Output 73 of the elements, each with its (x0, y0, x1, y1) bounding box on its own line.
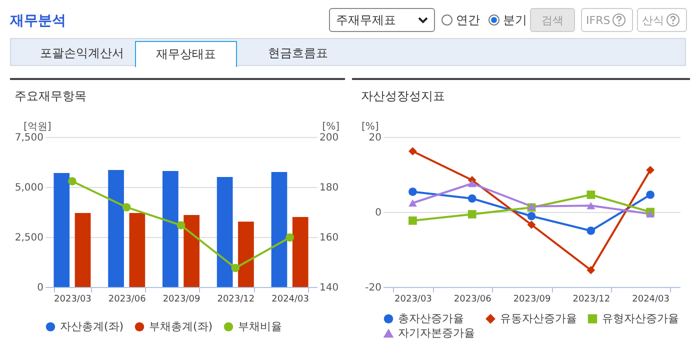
text: 산식 (642, 12, 664, 28)
point (286, 233, 294, 242)
point (468, 180, 476, 188)
y2-tick-label: 200 (320, 132, 339, 144)
legend-label: 자산총계(좌) (60, 320, 124, 333)
text: 재무분석 (10, 12, 66, 30)
point (176, 221, 186, 230)
y-tick-label: 7,500 (14, 132, 44, 144)
bar (162, 171, 178, 287)
y2-tick-label: 140 (320, 282, 339, 294)
bar (292, 217, 308, 287)
point (527, 212, 536, 220)
y-tick-label: 2,500 (14, 232, 44, 244)
y-tick-label: 0 (37, 282, 44, 294)
point (468, 194, 476, 203)
x-tick-label: 2023/09 (513, 294, 551, 304)
point (646, 190, 654, 199)
x-tick-label: 2023/09 (162, 294, 200, 304)
point (646, 166, 654, 174)
text: 현금흐름표 (267, 45, 329, 62)
bar (74, 213, 91, 287)
x-tick-label: 2023/12 (572, 294, 610, 304)
point (68, 177, 76, 186)
bar (271, 172, 288, 287)
text: 연간 (456, 12, 480, 28)
bar (129, 213, 146, 287)
y-tick-label: 0 (375, 208, 382, 218)
point (408, 188, 417, 196)
point (527, 220, 536, 229)
x-tick-label: 2023/12 (217, 294, 255, 304)
chart-title: 자산성장성지표 (361, 89, 445, 103)
point (646, 210, 654, 218)
text: 검색 (530, 8, 575, 32)
x-tick-label: 2023/06 (108, 294, 146, 304)
text: 주재무제표 (336, 12, 396, 28)
point (408, 147, 417, 156)
point (231, 264, 240, 272)
point (586, 226, 596, 235)
legend-label: 유동자산증가율 (500, 312, 577, 325)
text: 포괄손익계산서 (39, 45, 125, 62)
legend-label: 총자산증가율 (398, 312, 464, 325)
bar (238, 222, 254, 287)
y-axis-title: [%] (362, 122, 379, 132)
y2-tick-label: 180 (320, 182, 339, 194)
legend-label: 부채총계(좌) (149, 320, 213, 333)
x-tick-label: 2023/03 (54, 294, 92, 304)
point (586, 190, 596, 199)
point (408, 216, 417, 225)
chart-title: 주요재무항목 (14, 89, 86, 103)
point (408, 199, 417, 207)
x-tick-label: 2023/06 (454, 294, 492, 304)
bar (216, 177, 233, 287)
x-tick-label: 2023/03 (394, 294, 432, 304)
x-tick-label: 2024/03 (272, 294, 309, 304)
bar (184, 215, 200, 287)
legend-label: 자기자본증가율 (398, 326, 475, 340)
bar (54, 173, 70, 287)
y-tick-label: 5,000 (14, 182, 44, 194)
legend-label: 부채비율 (238, 320, 282, 333)
text: 분기 (503, 12, 527, 28)
point (586, 202, 596, 210)
point (468, 210, 476, 218)
y-axis-title: [억원] (24, 122, 52, 132)
text: IFRS (586, 14, 610, 26)
y-tick-label: -20 (365, 282, 382, 294)
y2-axis-title: [%] (322, 122, 340, 132)
x-tick-label: 2024/03 (632, 294, 670, 304)
y-tick-label: 20 (368, 132, 382, 144)
legend-label: 유형자산증가율 (602, 312, 679, 325)
bar (108, 170, 124, 287)
point (122, 203, 131, 212)
y2-tick-label: 160 (320, 232, 339, 244)
point (586, 266, 596, 274)
